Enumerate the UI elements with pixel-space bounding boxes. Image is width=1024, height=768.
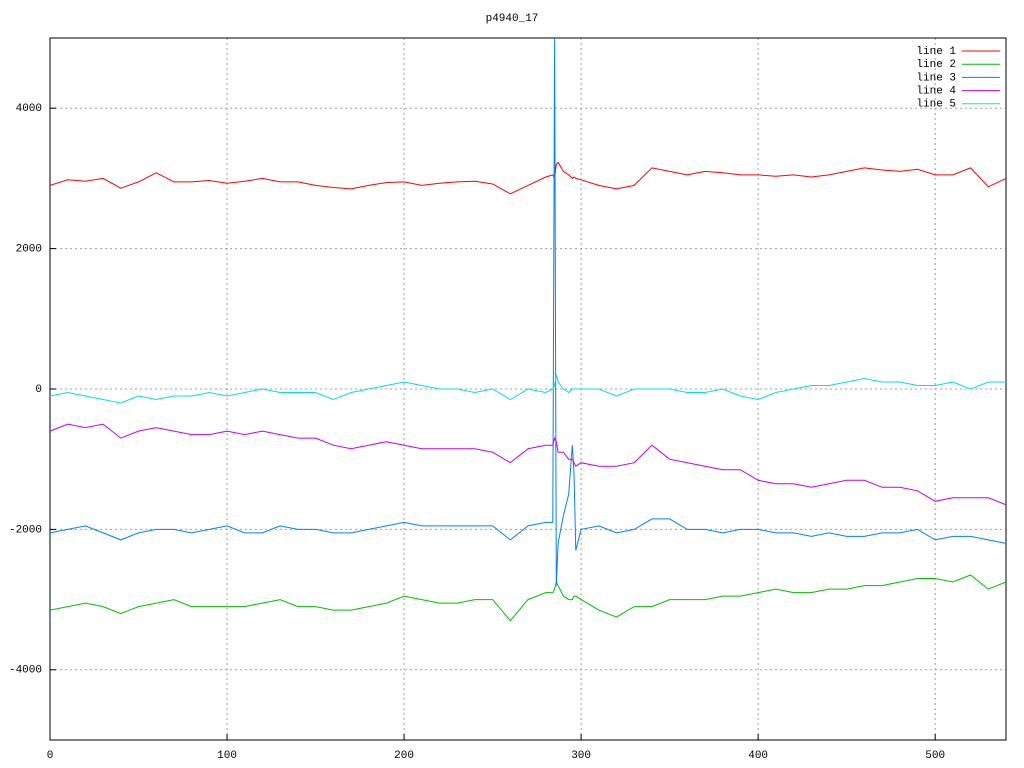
- data-line: [50, 374, 1006, 404]
- x-tick-label: 500: [925, 750, 945, 762]
- x-tick-label: 100: [217, 750, 237, 762]
- y-tick-label: 0: [35, 384, 42, 396]
- legend-label: line 4: [916, 86, 956, 98]
- x-tick-label: 0: [47, 750, 54, 762]
- plot-frame: [49, 37, 1007, 741]
- legend-label: line 2: [916, 59, 956, 71]
- y-tick-label: 4000: [16, 103, 42, 115]
- legend-label: line 5: [916, 99, 956, 111]
- data-line: [50, 574, 1006, 622]
- y-tick-label: 2000: [16, 244, 42, 256]
- legend-label: line 3: [916, 72, 956, 84]
- data-line: [50, 161, 1006, 195]
- x-tick-label: 400: [748, 750, 768, 762]
- x-tick-label: 200: [394, 750, 414, 762]
- y-tick-label: -2000: [9, 524, 42, 536]
- data-line: [50, 38, 1006, 586]
- data-line: [50, 423, 1006, 506]
- legend-label: line 1: [916, 46, 956, 58]
- chart-title: p4940_17: [486, 13, 539, 25]
- plot-area: [50, 38, 1006, 622]
- y-tick-label: -4000: [9, 665, 42, 677]
- x-tick-label: 300: [571, 750, 591, 762]
